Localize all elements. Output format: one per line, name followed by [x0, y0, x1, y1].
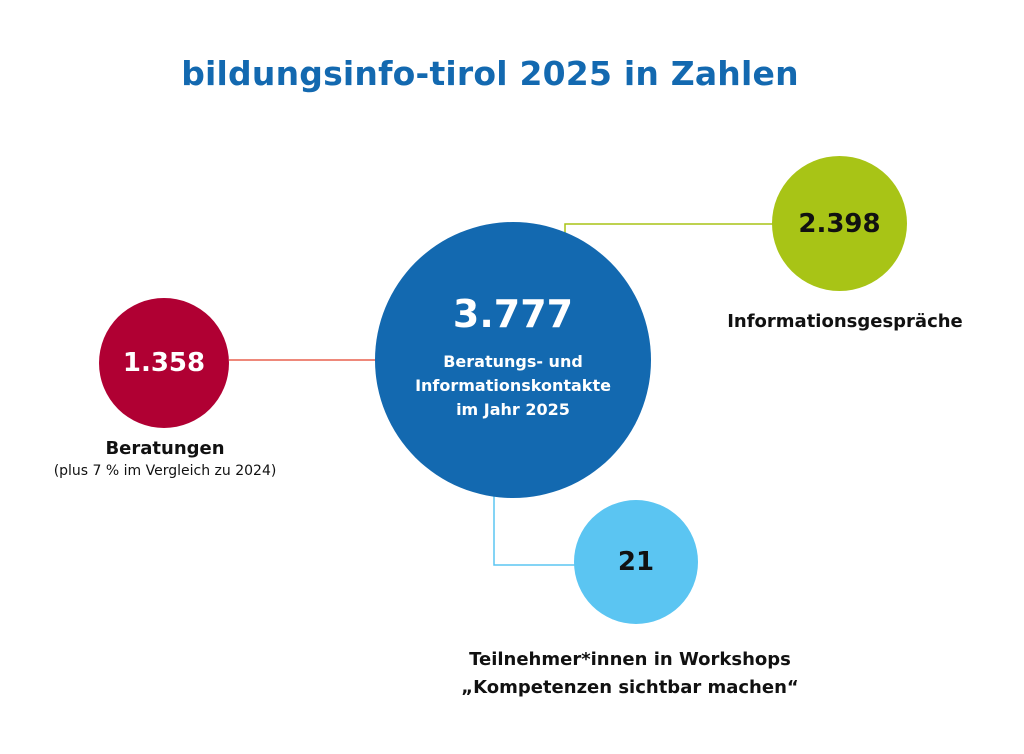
page-title: bildungsinfo-tirol 2025 in Zahlen	[181, 54, 799, 93]
beratungen-value: 1.358	[122, 348, 206, 378]
connector-informationsgespraeche	[564, 223, 774, 250]
beratungen-label: Beratungen	[105, 438, 225, 459]
total-contacts-value: 3.777	[452, 292, 574, 336]
informationsgespraeche-label: Informationsgespräche	[727, 311, 963, 332]
total-contacts-caption: Beratungs- und Informationskontakte im J…	[415, 350, 611, 422]
workshops-label-block: Teilnehmer*innen in Workshops „Kompetenz…	[430, 646, 830, 702]
beratungen-circle: 1.358	[99, 298, 229, 428]
caption-line: im Jahr 2025	[456, 400, 570, 419]
beratungen-label-block: Beratungen (plus 7 % im Vergleich zu 202…	[20, 438, 310, 479]
informationsgespraeche-circle: 2.398	[772, 156, 907, 291]
workshops-label-line: „Kompetenzen sichtbar machen“	[461, 677, 799, 698]
workshops-label-line: Teilnehmer*innen in Workshops	[469, 649, 791, 670]
total-contacts-circle: 3.777 Beratungs- und Informationskontakt…	[375, 222, 651, 498]
caption-line: Beratungs- und	[443, 352, 583, 371]
workshops-value: 21	[617, 547, 655, 577]
connector-workshops	[493, 495, 577, 566]
beratungen-sublabel: (plus 7 % im Vergleich zu 2024)	[53, 463, 277, 479]
workshops-circle: 21	[574, 500, 698, 624]
caption-line: Informationskontakte	[415, 376, 611, 395]
informationsgespraeche-value: 2.398	[798, 208, 881, 239]
